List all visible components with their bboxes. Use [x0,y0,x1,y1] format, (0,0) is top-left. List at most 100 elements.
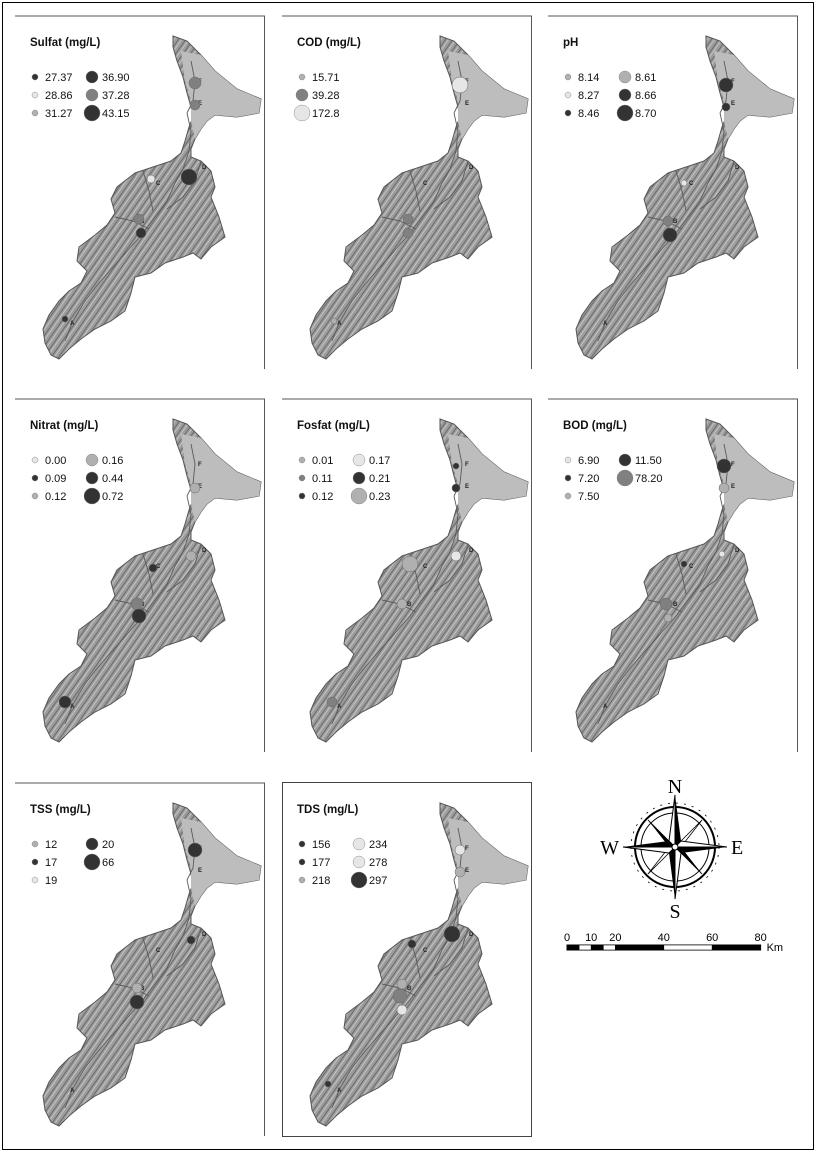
coastal-plain [714,51,794,139]
legend-value: 0.12 [312,491,333,503]
map-panel-fosfat: A B C D E F 0.01 0.17 0.11 0.21 0.12 0.23 Fosfat (mg… [282,398,532,753]
legend-value: 15.71 [312,72,340,84]
legend-symbol [298,840,306,848]
sampling-marker [663,613,673,623]
sampling-marker [185,550,197,562]
legend-symbol [618,453,632,467]
map-panel-ph: A B C D E F 8.14 8.61 8.27 8.66 8.46 8.70 pH [548,15,798,370]
legend-value: 8.61 [635,72,656,84]
river-line [114,216,150,230]
sampling-marker [451,483,461,493]
sampling-marker [180,168,198,186]
legend-value: 8.27 [578,90,599,102]
legend-value: 0.01 [312,455,333,467]
site-label-e: E [465,101,469,107]
site-label-a: A [603,704,608,710]
legend-value: 0.12 [45,491,66,503]
sampling-marker [131,608,147,624]
panel-border [282,782,532,1137]
legend-symbol [352,837,366,851]
legend-value: 6.90 [578,455,599,467]
legend-value: 28.86 [45,90,73,102]
coastal-plain [181,818,261,906]
legend-symbol [564,73,572,81]
river-line [331,879,459,1109]
site-label-e: E [731,484,735,490]
sampling-marker [718,77,734,93]
legend-symbol [83,104,101,122]
river-line [331,495,459,725]
panel-title: pH [563,37,579,49]
sampling-marker [130,597,144,611]
legend-symbol [352,471,366,485]
legend-value: 0.00 [45,455,66,467]
legend-value: 0.16 [102,455,123,467]
legend-symbol [564,492,572,500]
legend-value: 0.21 [369,473,390,485]
legend-value: 8.70 [635,108,656,120]
legend-value: 0.23 [369,491,390,503]
legend-value: 31.27 [45,108,73,120]
map-svg: ABCDEF1220176619 [15,782,265,1136]
site-label-f: F [731,462,735,468]
legend: 12 20 17 66 19 [31,837,114,887]
sampling-marker [452,462,460,470]
site-label-a: A [603,321,608,327]
sampling-marker [680,179,688,187]
river-line [142,937,154,979]
sampling-marker [718,550,726,558]
legend-symbol [352,855,366,869]
sampling-marker [659,597,673,611]
legend-symbol [298,876,306,884]
map-panel-tds: A B C D E F 156 234 177 278 218 297 TDS (mg/L) [282,782,532,1137]
river-line [699,543,735,593]
site-label-f: F [731,79,735,85]
scale-bar-segment [711,944,761,951]
river-line [675,553,687,595]
legend-value: 37.28 [102,90,130,102]
site-label-c: C [423,181,428,187]
legend-value: 66 [102,857,114,869]
legend-value: 0.72 [102,491,123,503]
legend-value: 17 [45,857,57,869]
legend-value: 218 [312,875,330,887]
sampling-marker [146,174,156,184]
legend-value: 0.11 [312,473,333,485]
river-line [597,112,725,342]
scale-unit: Km [767,942,784,954]
site-label-a: A [70,1088,75,1094]
site-label-c: C [689,564,694,570]
river-line [64,495,192,725]
legend-value: 234 [369,839,387,851]
site-label-e: E [731,101,735,107]
sampling-marker [401,555,419,573]
site-label-c: C [156,564,161,570]
legend-symbol [295,88,309,102]
sampling-marker [407,939,417,949]
site-label-b: B [407,602,412,608]
site-label-a: A [337,704,342,710]
river-line [186,827,196,881]
site-label-c: C [156,948,161,954]
map-svg: A B C D E F 8.14 8.61 8.27 8.66 8.46 8.70 [548,15,798,369]
legend-symbol [298,456,306,464]
legend-symbol [85,453,99,467]
scale-tick-label: 20 [609,932,621,944]
legend-symbol [350,871,368,889]
coastal-plain [181,434,261,522]
scale-tick-label: 0 [564,932,570,944]
sampling-marker [58,695,72,709]
legend: 0.01 0.17 0.11 0.21 0.12 0.23 [298,453,390,505]
site-label-b: B [407,986,412,992]
legend: 0.00 0.16 0.09 0.44 0.12 0.72 [31,453,123,505]
river-line [142,553,154,595]
site-label-d: D [469,548,474,554]
sampling-marker [396,978,408,990]
scale-bar-segment [615,944,665,951]
compass-north: N [668,776,682,798]
legend-symbol [564,474,572,482]
